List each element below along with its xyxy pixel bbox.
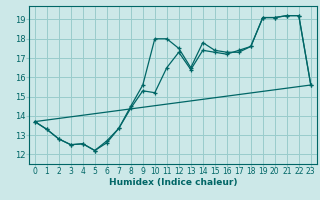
X-axis label: Humidex (Indice chaleur): Humidex (Indice chaleur) (108, 178, 237, 187)
